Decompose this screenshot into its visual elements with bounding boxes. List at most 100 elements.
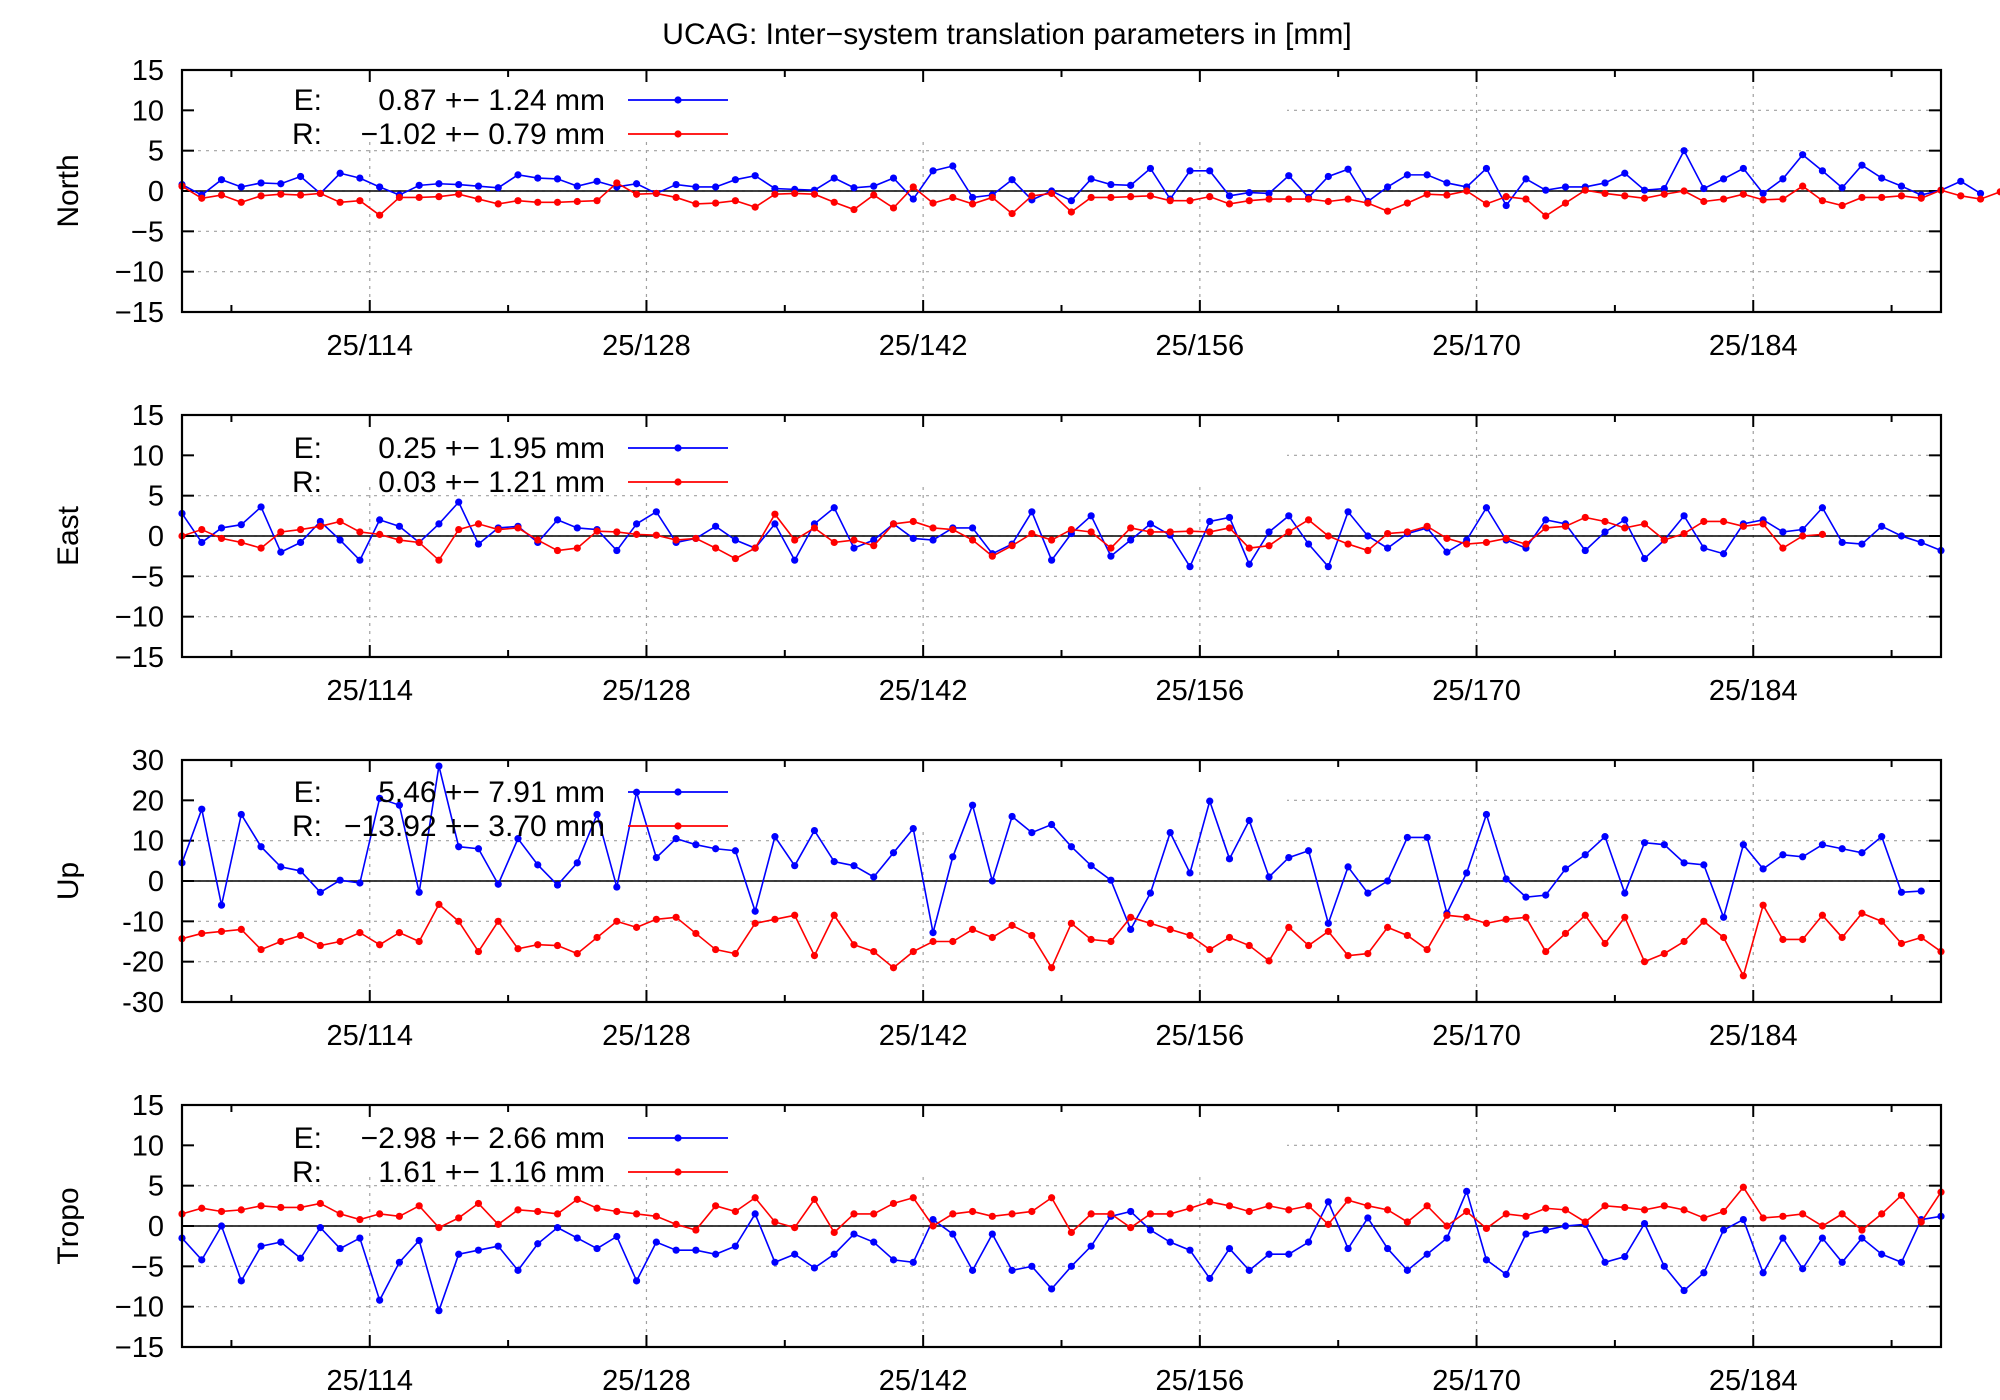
- x-tick-label: 25/184: [1709, 330, 1798, 362]
- data-point-r: [1364, 1202, 1372, 1210]
- y-axis-label: Up: [52, 862, 85, 900]
- data-point-r: [1779, 935, 1787, 944]
- data-point-e: [1542, 1226, 1550, 1234]
- data-point-e: [1482, 164, 1491, 173]
- data-point-r: [1660, 190, 1668, 198]
- data-point-e: [198, 1256, 206, 1264]
- data-point-r: [316, 189, 324, 198]
- data-point-r: [1304, 195, 1313, 203]
- panel-north: 15 10 5 0 −5 −10 −15 25/114 25/128 25/142 25/156 25…: [52, 55, 2000, 362]
- data-point-r: [672, 193, 680, 202]
- data-point-e: [1621, 169, 1629, 177]
- data-point-e: [909, 534, 917, 543]
- data-point-e: [1324, 563, 1332, 571]
- data-point-r: [850, 205, 858, 214]
- data-point-r: [1601, 1202, 1609, 1210]
- data-point-e: [296, 172, 305, 181]
- data-point-r: [455, 190, 463, 198]
- panel-east: 15 10 5 0 −5 −10 −15 25/114 25/128 25/142 25/156 25…: [52, 400, 1945, 707]
- data-point-r: [1048, 189, 1056, 198]
- data-point-r: [1245, 1207, 1253, 1216]
- data-point-r: [1087, 935, 1095, 944]
- data-point-e: [257, 179, 265, 187]
- data-point-e: [1364, 889, 1372, 897]
- data-point-e: [1384, 877, 1392, 885]
- data-point-e: [1384, 544, 1392, 552]
- data-point-e: [731, 536, 739, 544]
- data-point-r: [1700, 517, 1708, 526]
- data-point-r: [1225, 200, 1234, 208]
- data-point-e: [217, 524, 226, 532]
- panel-up: 30 20 10 0 -10 -20 -30 25/114 25/128 25/142 25/156…: [52, 745, 1945, 1052]
- data-point-r: [593, 527, 601, 535]
- data-point-r: [1779, 195, 1787, 203]
- data-point-e: [1660, 841, 1668, 849]
- data-point-e: [494, 880, 502, 888]
- data-point-r: [1463, 913, 1471, 921]
- data-point-r: [316, 1199, 324, 1208]
- data-point-e: [1245, 816, 1253, 825]
- data-point-r: [435, 193, 443, 201]
- data-point-r: [731, 1207, 739, 1216]
- data-point-e: [1285, 172, 1293, 180]
- data-point-r: [1502, 915, 1510, 923]
- data-point-e: [277, 863, 285, 871]
- data-point-r: [1463, 187, 1471, 195]
- data-point-r: [1818, 911, 1827, 919]
- data-point-r: [1581, 1218, 1589, 1226]
- data-point-e: [830, 174, 838, 182]
- data-point-r: [1878, 1210, 1886, 1218]
- data-point-r: [1127, 913, 1135, 921]
- data-point-r: [1324, 927, 1332, 936]
- data-point-r: [1186, 197, 1194, 205]
- data-point-r: [1542, 947, 1550, 956]
- data-point-e: [1146, 520, 1155, 528]
- data-point-e: [1759, 1269, 1767, 1277]
- data-point-r: [1344, 540, 1352, 548]
- data-point-e: [1265, 528, 1273, 536]
- data-point-r: [1225, 933, 1234, 942]
- data-point-r: [1858, 193, 1866, 202]
- data-point-e: [1304, 540, 1313, 548]
- x-tick-label: 25/114: [326, 1020, 413, 1052]
- data-point-e: [968, 1266, 977, 1274]
- data-point-r: [514, 197, 522, 205]
- data-point-r: [455, 525, 463, 534]
- legend-marker-e: [674, 96, 682, 104]
- data-point-e: [1779, 1234, 1787, 1242]
- data-point-e: [1166, 1238, 1174, 1246]
- legend-label: R:: [292, 466, 322, 499]
- data-point-r: [1561, 199, 1570, 207]
- data-point-e: [850, 184, 858, 192]
- data-point-r: [988, 552, 996, 560]
- data-point-r: [889, 520, 898, 528]
- data-point-r: [1107, 193, 1115, 202]
- data-point-r: [1028, 1207, 1036, 1216]
- data-point-e: [1206, 1274, 1214, 1283]
- data-point-r: [1008, 542, 1016, 550]
- data-point-r: [1146, 919, 1155, 927]
- x-tick-label: 25/170: [1432, 330, 1521, 362]
- legend-stat: −1.02 +− 0.79 mm: [361, 118, 605, 151]
- data-point-r: [771, 510, 779, 518]
- data-point-e: [751, 907, 759, 915]
- data-point-r: [217, 1207, 226, 1216]
- data-point-r: [731, 554, 739, 563]
- data-point-r: [1739, 972, 1747, 980]
- data-point-r: [1640, 958, 1649, 966]
- data-point-r: [949, 525, 957, 534]
- data-point-e: [316, 888, 324, 896]
- data-point-e: [692, 183, 700, 191]
- data-point-e: [791, 1250, 799, 1258]
- data-point-r: [553, 941, 562, 950]
- data-point-e: [712, 522, 720, 530]
- legend-stat: 5.46 +− 7.91 mm: [378, 776, 605, 809]
- y-tick-label: −5: [131, 1251, 164, 1283]
- data-point-r: [751, 919, 759, 927]
- data-point-r: [1561, 929, 1570, 938]
- data-point-e: [1561, 1222, 1570, 1230]
- y-tick-label: −10: [115, 1292, 164, 1324]
- data-point-e: [1146, 889, 1155, 897]
- data-point-r: [652, 915, 660, 923]
- data-point-r: [573, 950, 581, 958]
